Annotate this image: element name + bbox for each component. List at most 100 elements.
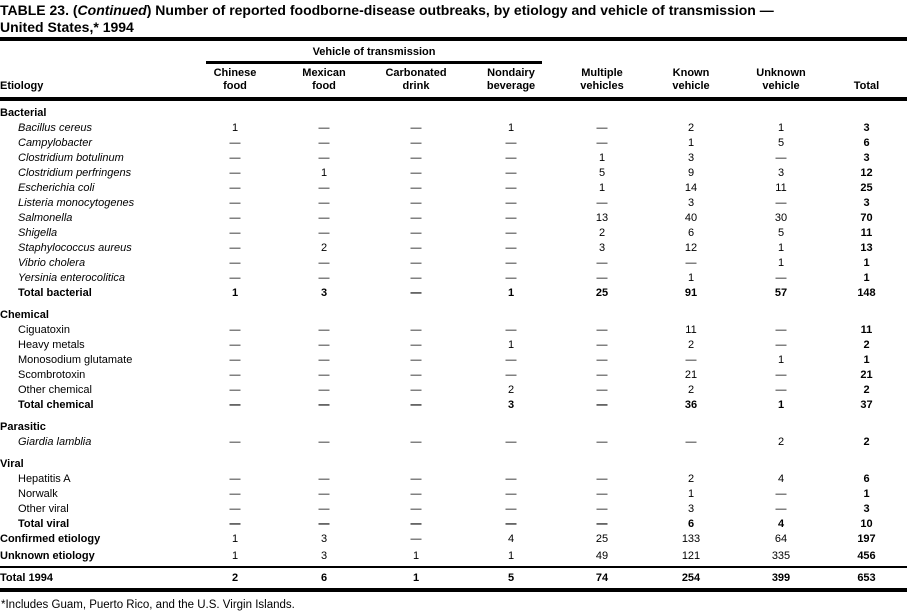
value-cell: —	[410, 518, 422, 530]
value-cell: 14	[684, 182, 698, 194]
value-cell: —	[596, 473, 608, 485]
value-cell: —	[410, 272, 422, 284]
value-cell: —	[229, 324, 241, 336]
value-cell: —	[318, 152, 330, 164]
value-cell: 21	[860, 369, 873, 381]
value-cell: 2	[863, 384, 870, 396]
value-cell: —	[318, 212, 330, 224]
bottom-rule	[0, 588, 907, 592]
value-cell: —	[410, 227, 422, 239]
row-staphylococcus-aureus: Staphylococcus aureus — 2 — — 3 12 1 13	[0, 241, 907, 256]
row-label: Heavy metals	[18, 339, 85, 351]
value-cell: —	[775, 384, 787, 396]
value-cell: 64	[774, 533, 788, 545]
value-cell: —	[410, 503, 422, 515]
value-cell: 5	[464, 566, 558, 588]
value-cell: —	[775, 503, 787, 515]
value-cell: 1	[598, 152, 606, 164]
row-label: Bacillus cereus	[18, 122, 92, 134]
table-header: Vehicle of transmission Etiology Chinese…	[0, 41, 907, 101]
col-header-mexican-food: Mexican food	[280, 64, 368, 101]
col-header-line: Total	[853, 80, 880, 92]
value-cell: —	[775, 272, 787, 284]
value-cell: 13	[595, 212, 609, 224]
value-cell: 3	[863, 197, 870, 209]
value-cell: —	[410, 197, 422, 209]
value-cell: 25	[860, 182, 873, 194]
row-label: Escherichia coli	[18, 182, 95, 194]
row-label: Viral	[0, 458, 24, 470]
row-shigella: Shigella — — — — 2 6 5 11	[0, 226, 907, 241]
col-header-line: drink	[402, 80, 430, 92]
value-cell: 70	[860, 212, 873, 224]
value-cell: 3	[777, 167, 785, 179]
col-header-line: Chinese	[213, 67, 257, 79]
value-cell: 13	[860, 242, 873, 254]
value-cell: —	[505, 503, 517, 515]
value-cell: 1	[231, 550, 239, 562]
value-cell: 148	[857, 287, 876, 299]
value-cell: 57	[774, 287, 788, 299]
value-cell: 1	[320, 167, 328, 179]
value-cell	[558, 99, 646, 121]
value-cell: —	[505, 324, 517, 336]
title-line2: United States,* 1994	[0, 19, 134, 35]
value-cell: —	[596, 399, 608, 411]
value-cell: —	[410, 287, 422, 299]
value-cell: 2	[598, 227, 606, 239]
value-cell: —	[775, 324, 787, 336]
value-cell: —	[410, 257, 422, 269]
value-cell: 5	[777, 137, 785, 149]
row-yersinia-enterocolitica: Yersinia enterocolitica — — — — — 1 — 1	[0, 271, 907, 286]
title-rule	[0, 37, 907, 41]
row-vibrio-cholera: Vibrio cholera — — — — — — 1 1	[0, 256, 907, 271]
row-clostridium-botulinum: Clostridium botulinum — — — — 1 3 — 3	[0, 151, 907, 166]
value-cell: 3	[598, 242, 606, 254]
value-cell: —	[410, 354, 422, 366]
value-cell: 4	[777, 518, 785, 530]
value-cell: 11	[775, 182, 787, 194]
value-cell: 2	[507, 384, 515, 396]
value-cell: 49	[595, 550, 609, 562]
value-cell: —	[596, 137, 608, 149]
value-cell	[736, 301, 826, 323]
row-label: Unknown etiology	[0, 550, 95, 562]
value-cell: 1	[863, 257, 870, 269]
value-cell: —	[318, 384, 330, 396]
value-cell: —	[596, 257, 608, 269]
row-monosodium-glutamate: Monosodium glutamate — — — — — — 1 1	[0, 353, 907, 368]
value-cell: 1	[687, 137, 695, 149]
value-cell	[368, 413, 464, 435]
value-cell: 2	[320, 242, 328, 254]
value-cell: —	[596, 197, 608, 209]
row-campylobacter: Campylobacter — — — — — 1 5 6	[0, 136, 907, 151]
value-cell: 3	[863, 122, 870, 134]
value-cell: —	[505, 212, 517, 224]
row-section-parasitic: Parasitic	[0, 413, 907, 435]
col-header-nondairy-beverage: Nondairy beverage	[464, 64, 558, 101]
value-cell: —	[229, 242, 241, 254]
col-header-line: food	[223, 80, 247, 92]
value-cell: 30	[774, 212, 788, 224]
value-cell: 399	[736, 566, 826, 588]
col-header-line: Mexican	[302, 67, 346, 79]
value-cell: 1	[507, 122, 515, 134]
value-cell: 5	[777, 227, 785, 239]
row-confirmed-etiology: Confirmed etiology 1 3 — 4 25 133 64 197	[0, 532, 907, 549]
value-cell: —	[229, 339, 241, 351]
row-salmonella: Salmonella — — — — 13 40 30 70	[0, 211, 907, 226]
value-cell: 11	[860, 324, 873, 336]
value-cell	[826, 99, 907, 121]
value-cell: 197	[857, 533, 876, 545]
value-cell: 1	[598, 182, 606, 194]
row-norwalk: Norwalk — — — — — 1 — 1	[0, 487, 907, 502]
value-cell: 74	[558, 566, 646, 588]
value-cell: 1	[231, 533, 239, 545]
value-cell: —	[229, 272, 241, 284]
value-cell: —	[229, 399, 241, 411]
value-cell: —	[318, 473, 330, 485]
value-cell: 36	[684, 399, 698, 411]
value-cell	[736, 450, 826, 472]
value-cell	[736, 413, 826, 435]
value-cell: —	[775, 197, 787, 209]
